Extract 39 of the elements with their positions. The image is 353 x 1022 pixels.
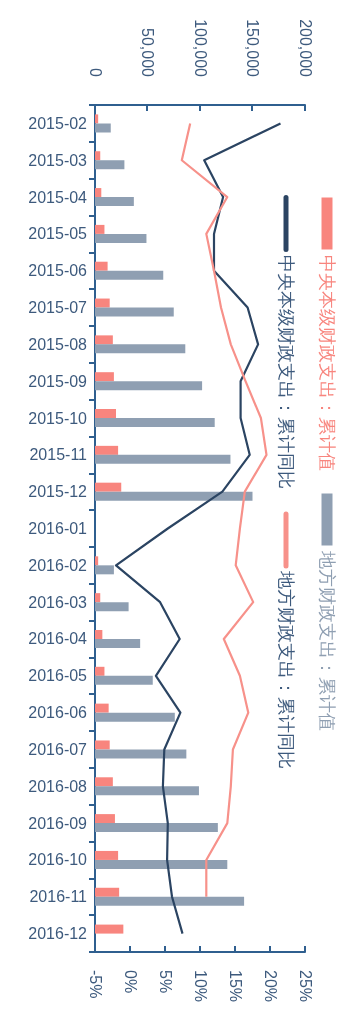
y-tick-label: 2016-10	[28, 851, 88, 869]
y-tick-label: 2015-09	[28, 372, 88, 390]
y-tick-label: 2016-04	[28, 630, 88, 648]
x-tick-label: -5%	[86, 970, 104, 999]
x-tick-label: 5%	[156, 970, 174, 994]
y-tick-label: 2015-07	[28, 299, 88, 317]
x2-tick-label: 50,000	[139, 28, 156, 78]
x2-tick-label: 150,000	[244, 19, 261, 78]
x-tick-label: 0%	[121, 970, 139, 994]
text: 中央本级财政支出：累计同比	[275, 254, 297, 489]
x-tick-label: 15%	[226, 970, 244, 1003]
y-tick-label: 2016-01	[28, 520, 88, 537]
x2-tick-label: 200,000	[296, 19, 314, 78]
y-tick-label: 2016-08	[28, 777, 88, 795]
y-tick-label: 2016-02	[28, 556, 88, 574]
y-tick-label: 2016-07	[28, 740, 88, 758]
y-tick-label: 2016-03	[28, 593, 88, 611]
x-tick-label: 25%	[296, 970, 314, 1003]
y-tick-label: 2016-05	[28, 667, 88, 685]
x-tick-label: 10%	[191, 970, 209, 1003]
y-tick-label: 2016-11	[29, 888, 88, 906]
y-tick-label: 2015-06	[28, 262, 88, 280]
text: 地方财政支出：累计同比	[275, 570, 297, 769]
y-tick-label: 2015-08	[28, 335, 88, 353]
y-tick-label: 2015-12	[28, 483, 88, 501]
text: 中央本级财政支出：累计值	[316, 254, 338, 471]
x2-tick-label: 100,000	[191, 19, 209, 78]
y-tick-label: 2015-05	[28, 225, 88, 243]
y-tick-label: 2015-04	[28, 188, 88, 206]
y-tick-label: 2015-10	[28, 409, 88, 427]
text: 地方财政支出：累计值	[316, 549, 338, 731]
y-tick-label: 2015-11	[29, 446, 88, 464]
x2-tick-label: 0	[86, 68, 104, 78]
y-tick-label: 2016-09	[28, 814, 88, 832]
y-tick-label: 2015-03	[28, 151, 88, 169]
y-tick-label: 2015-02	[28, 114, 88, 132]
y-tick-label: 2016-12	[28, 925, 88, 943]
y-tick-label: 2016-06	[28, 704, 88, 722]
x-tick-label: 20%	[261, 970, 279, 1003]
